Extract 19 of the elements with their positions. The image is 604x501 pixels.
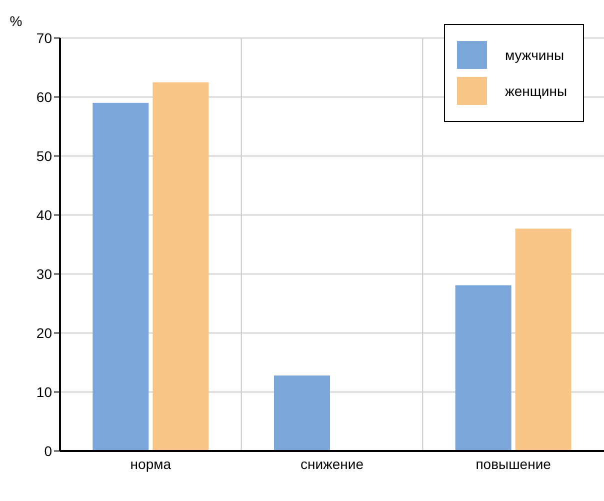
y-tick-label: 70 [36,30,52,46]
bar [274,375,330,451]
y-tick-label: 50 [36,148,52,164]
bar [515,228,572,451]
x-tick-label: норма [130,456,172,472]
bar [92,102,149,451]
legend-label: женщины [504,83,567,99]
bar [152,82,209,451]
y-tick-label: 20 [36,324,52,341]
y-tick-label: 10 [36,384,52,400]
y-tick-label: 40 [36,206,52,223]
legend-label: мужчины [504,47,564,63]
bar [455,285,512,451]
y-axis-title: % [10,13,22,29]
y-tick-label: 30 [36,266,52,282]
y-tick-label: 0 [44,442,52,459]
y-tick-label: 60 [36,88,52,105]
x-tick-label: снижение [300,456,364,472]
x-tick-label: повышение [476,456,552,472]
